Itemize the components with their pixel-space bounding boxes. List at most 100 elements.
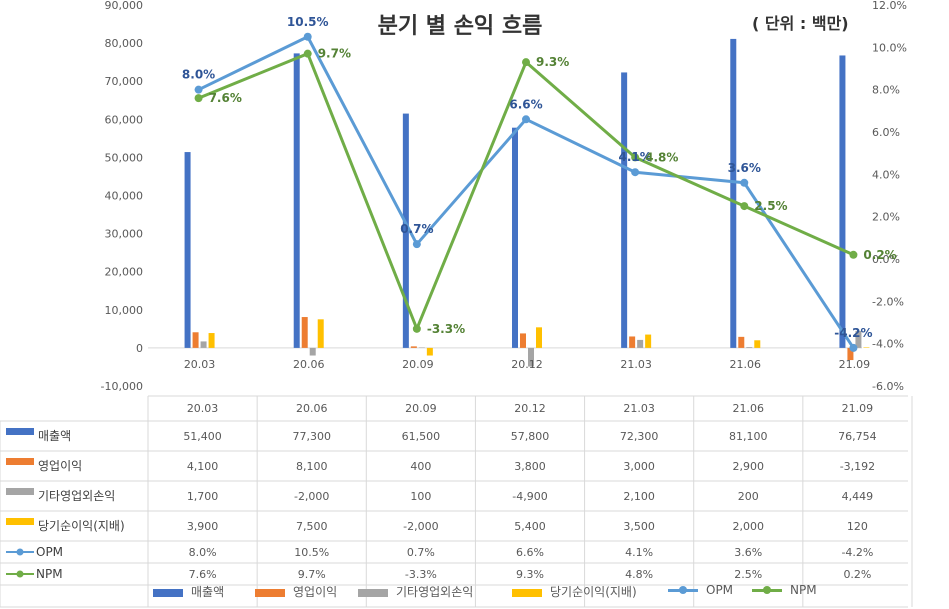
table-cell: 10.5% <box>294 546 329 559</box>
table-row-label: 영업이익 <box>38 459 82 473</box>
point-NPM <box>849 250 858 259</box>
y-right-tick-label: -4.0% <box>872 338 904 351</box>
data-label-NPM: 2.5% <box>754 199 787 213</box>
point-NPM <box>303 49 312 58</box>
chart-title: 분기 별 손익 흐름 <box>377 14 543 39</box>
y-right-tick-label: 6.0% <box>872 126 900 139</box>
legend-key <box>153 588 183 597</box>
x-tick-label: 20.03 <box>184 358 216 371</box>
y-left-tick-label: 0 <box>136 342 143 355</box>
bar-당기순이익(지배) <box>208 333 215 348</box>
table-cell: 61,500 <box>402 430 441 443</box>
y-right-tick-label: 8.0% <box>872 84 900 97</box>
point-OPM <box>631 168 640 177</box>
table-cell: 2,900 <box>733 460 765 473</box>
table-cell: -4.2% <box>841 546 873 559</box>
y-right-tick-label: 0.0% <box>872 253 900 266</box>
bar-영업이익 <box>301 317 308 348</box>
bar-영업이익 <box>629 336 636 348</box>
table-cell: 2,100 <box>623 490 655 503</box>
data-label-OPM: 3.6% <box>728 161 761 175</box>
legend-key <box>255 588 285 597</box>
y-left-tick-label: 60,000 <box>105 113 144 126</box>
table-cell: 6.6% <box>516 546 544 559</box>
bar-매출액 <box>730 38 737 348</box>
x-tick-label: 20.09 <box>402 358 434 371</box>
legend-item-OPM: OPM <box>668 583 733 597</box>
y-left-tick-label: 20,000 <box>105 266 144 279</box>
data-label-OPM: 6.6% <box>509 97 542 111</box>
x-tick-label: 21.03 <box>620 358 652 371</box>
point-NPM <box>740 202 749 211</box>
bar-당기순이익(지배) <box>317 319 324 348</box>
y-left-tick-label: 40,000 <box>105 190 144 203</box>
data-label-NPM: -3.3% <box>427 322 465 336</box>
table-row-label: 기타영업외손익 <box>38 489 115 503</box>
table-header-cell: 21.06 <box>733 402 765 415</box>
bar-기타영업외손익 <box>855 330 862 348</box>
data-label-NPM: 9.7% <box>318 47 351 61</box>
table-cell: 200 <box>738 490 759 503</box>
table-cell: 2.5% <box>734 568 762 581</box>
legend-key <box>358 588 388 597</box>
bar-당기순이익(지배) <box>536 327 542 348</box>
legend-label: 당기순이익(지배) <box>550 585 637 599</box>
bar-기타영업외손익 <box>637 339 644 348</box>
data-label-OPM: 0.7% <box>400 222 433 236</box>
table-cell: 0.2% <box>843 568 871 581</box>
table-cell: 4,449 <box>842 490 874 503</box>
bar-영업이익 <box>192 332 199 348</box>
x-tick-label: 20.06 <box>293 358 325 371</box>
table-cell: 81,100 <box>729 430 768 443</box>
table-cell: 120 <box>847 520 868 533</box>
data-label-NPM: 4.8% <box>645 150 678 164</box>
y-right-tick-label: 12.0% <box>872 0 907 12</box>
point-OPM <box>849 343 858 352</box>
table-cell: 4.8% <box>625 568 653 581</box>
bar-영업이익 <box>738 336 745 348</box>
data-label-NPM: 0.2% <box>863 248 896 262</box>
bar-매출액 <box>512 127 518 348</box>
table-cell: 9.7% <box>298 568 326 581</box>
bar-기타영업외손익 <box>528 347 534 367</box>
table-header-cell: 20.12 <box>514 402 546 415</box>
table-cell: 51,400 <box>183 430 222 443</box>
table-cell: 3.6% <box>734 546 762 559</box>
data-label-NPM: 7.6% <box>209 91 242 105</box>
data-label-OPM: -4.2% <box>834 326 872 340</box>
y-left-tick-label: 80,000 <box>105 37 144 50</box>
bar-매출액 <box>621 72 628 348</box>
table-row-label: OPM <box>36 545 63 559</box>
bar-당기순이익(지배) <box>426 347 433 356</box>
data-label-NPM: 9.3% <box>536 55 569 69</box>
table-cell: -4,900 <box>512 490 547 503</box>
legend-key <box>668 586 698 594</box>
x-tick-label: 21.06 <box>730 358 762 371</box>
table-cell: -3,192 <box>840 460 875 473</box>
data-label-OPM: 10.5% <box>287 15 329 29</box>
point-OPM <box>412 240 421 249</box>
y-right-tick-label: 2.0% <box>872 211 900 224</box>
bar-영업이익 <box>520 333 526 348</box>
point-OPM <box>303 32 312 41</box>
table-cell: -2,000 <box>403 520 438 533</box>
y-left-tick-label: 50,000 <box>105 151 144 164</box>
y-left-tick-label: 10,000 <box>105 304 144 317</box>
legend-item-매출액: 매출액 <box>153 583 224 600</box>
table-cell: 2,000 <box>733 520 765 533</box>
legend-label: OPM <box>706 583 734 597</box>
table-key-marker-OPM <box>16 548 24 556</box>
table-cell: 72,300 <box>620 430 659 443</box>
table-key-당기순이익(지배) <box>6 518 34 525</box>
y-right-tick-label: -6.0% <box>872 380 904 393</box>
bar-매출액 <box>293 53 300 348</box>
point-NPM <box>631 153 640 162</box>
legend-item-NPM: NPM <box>752 583 817 597</box>
table-cell: 9.3% <box>516 568 544 581</box>
point-NPM <box>412 324 421 333</box>
y-right-tick-label: -2.0% <box>872 295 904 308</box>
table-header-cell: 20.03 <box>187 402 219 415</box>
table-cell: 400 <box>410 460 431 473</box>
y-right-tick-label: 10.0% <box>872 41 907 54</box>
